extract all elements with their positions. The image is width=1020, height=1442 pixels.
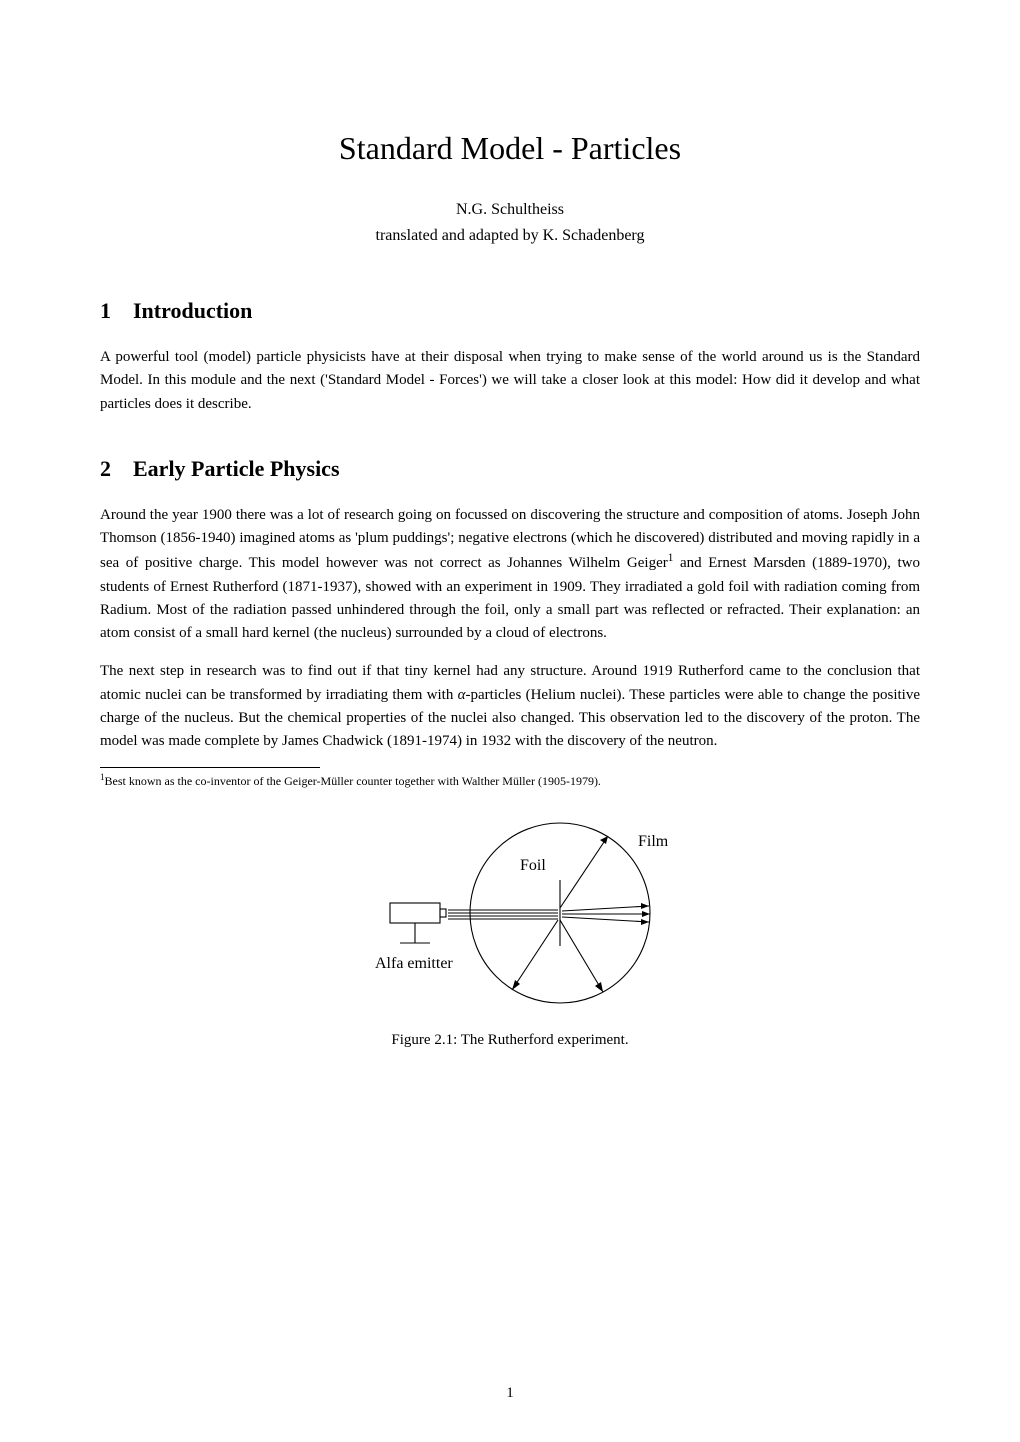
intro-paragraph: A powerful tool (model) particle physici… <box>100 346 920 416</box>
ray-back-arrow <box>512 980 520 990</box>
section-1-heading: 1 Introduction <box>100 298 920 324</box>
ray-up <box>560 836 608 908</box>
ray-down-right <box>560 920 603 992</box>
forward-rays <box>562 903 650 925</box>
footnote-1: 1Best known as the co-inventor of the Ge… <box>100 772 920 790</box>
emitter-aperture <box>440 909 446 917</box>
alpha-symbol: α <box>458 687 466 703</box>
paragraph-2: The next step in research was to find ou… <box>100 660 920 753</box>
section-1-number: 1 <box>100 298 111 324</box>
section-1-title: Introduction <box>133 298 252 323</box>
document-title: Standard Model - Particles <box>100 130 920 167</box>
label-film: Film <box>638 833 669 850</box>
footnote-separator <box>100 767 320 768</box>
author-name: N.G. Schultheiss <box>100 197 920 223</box>
label-foil: Foil <box>520 857 546 874</box>
footnote-text: Best known as the co-inventor of the Gei… <box>105 774 601 788</box>
paragraph-1: Around the year 1900 there was a lot of … <box>100 504 920 646</box>
figure-2-1: Foil Film Alfa emitter Figure 2.1: The R… <box>100 808 920 1049</box>
translator-line: translated and adapted by K. Schadenberg <box>100 223 920 249</box>
rutherford-diagram: Foil Film Alfa emitter <box>320 808 700 1018</box>
section-2-title: Early Particle Physics <box>133 456 340 481</box>
author-block: N.G. Schultheiss translated and adapted … <box>100 197 920 248</box>
page: Standard Model - Particles N.G. Schulthe… <box>0 0 1020 1442</box>
section-2-number: 2 <box>100 456 111 482</box>
ray-down-right-arrow <box>595 982 603 992</box>
figure-caption: Figure 2.1: The Rutherford experiment. <box>100 1032 920 1049</box>
ray-back <box>512 920 558 990</box>
emitter-box <box>390 903 440 923</box>
label-emitter: Alfa emitter <box>375 955 453 972</box>
section-2-heading: 2 Early Particle Physics <box>100 456 920 482</box>
page-number: 1 <box>0 1385 1020 1402</box>
